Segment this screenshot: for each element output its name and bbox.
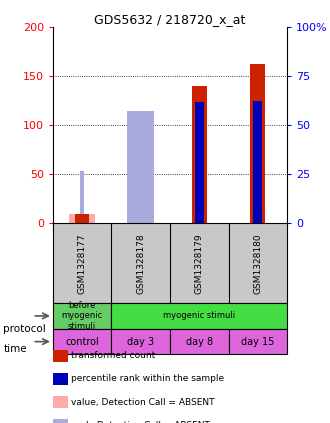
Text: GSM1328177: GSM1328177 (78, 233, 86, 294)
Text: myogenic stimuli: myogenic stimuli (163, 311, 235, 320)
Bar (80, 170, 84, 223)
Text: rank, Detection Call = ABSENT: rank, Detection Call = ABSENT (71, 421, 210, 423)
Text: control: control (65, 337, 99, 346)
Bar (195, 102, 204, 223)
Bar (250, 64, 265, 223)
Text: value, Detection Call = ABSENT: value, Detection Call = ABSENT (71, 398, 214, 407)
Bar (127, 111, 154, 223)
Text: day 3: day 3 (127, 337, 154, 346)
Bar (228, 329, 287, 354)
Bar (112, 303, 287, 329)
Text: GSM1328180: GSM1328180 (253, 233, 262, 294)
Text: GSM1328179: GSM1328179 (195, 233, 204, 294)
Bar (127, 114, 154, 223)
Bar (53, 303, 112, 329)
Text: before
myogenic
stimuli: before myogenic stimuli (61, 301, 103, 331)
Bar (170, 329, 229, 354)
Text: protocol: protocol (3, 324, 46, 334)
Text: transformed count: transformed count (71, 351, 155, 360)
Bar (53, 329, 112, 354)
Text: day 8: day 8 (186, 337, 213, 346)
Bar (253, 101, 262, 223)
Text: percentile rank within the sample: percentile rank within the sample (71, 374, 224, 383)
Bar (112, 329, 170, 354)
Text: time: time (3, 344, 27, 354)
Bar (192, 86, 207, 223)
Bar (75, 214, 89, 223)
Bar (69, 214, 95, 223)
Text: day 15: day 15 (241, 337, 275, 346)
Title: GDS5632 / 218720_x_at: GDS5632 / 218720_x_at (94, 14, 246, 26)
Text: GSM1328178: GSM1328178 (136, 233, 145, 294)
